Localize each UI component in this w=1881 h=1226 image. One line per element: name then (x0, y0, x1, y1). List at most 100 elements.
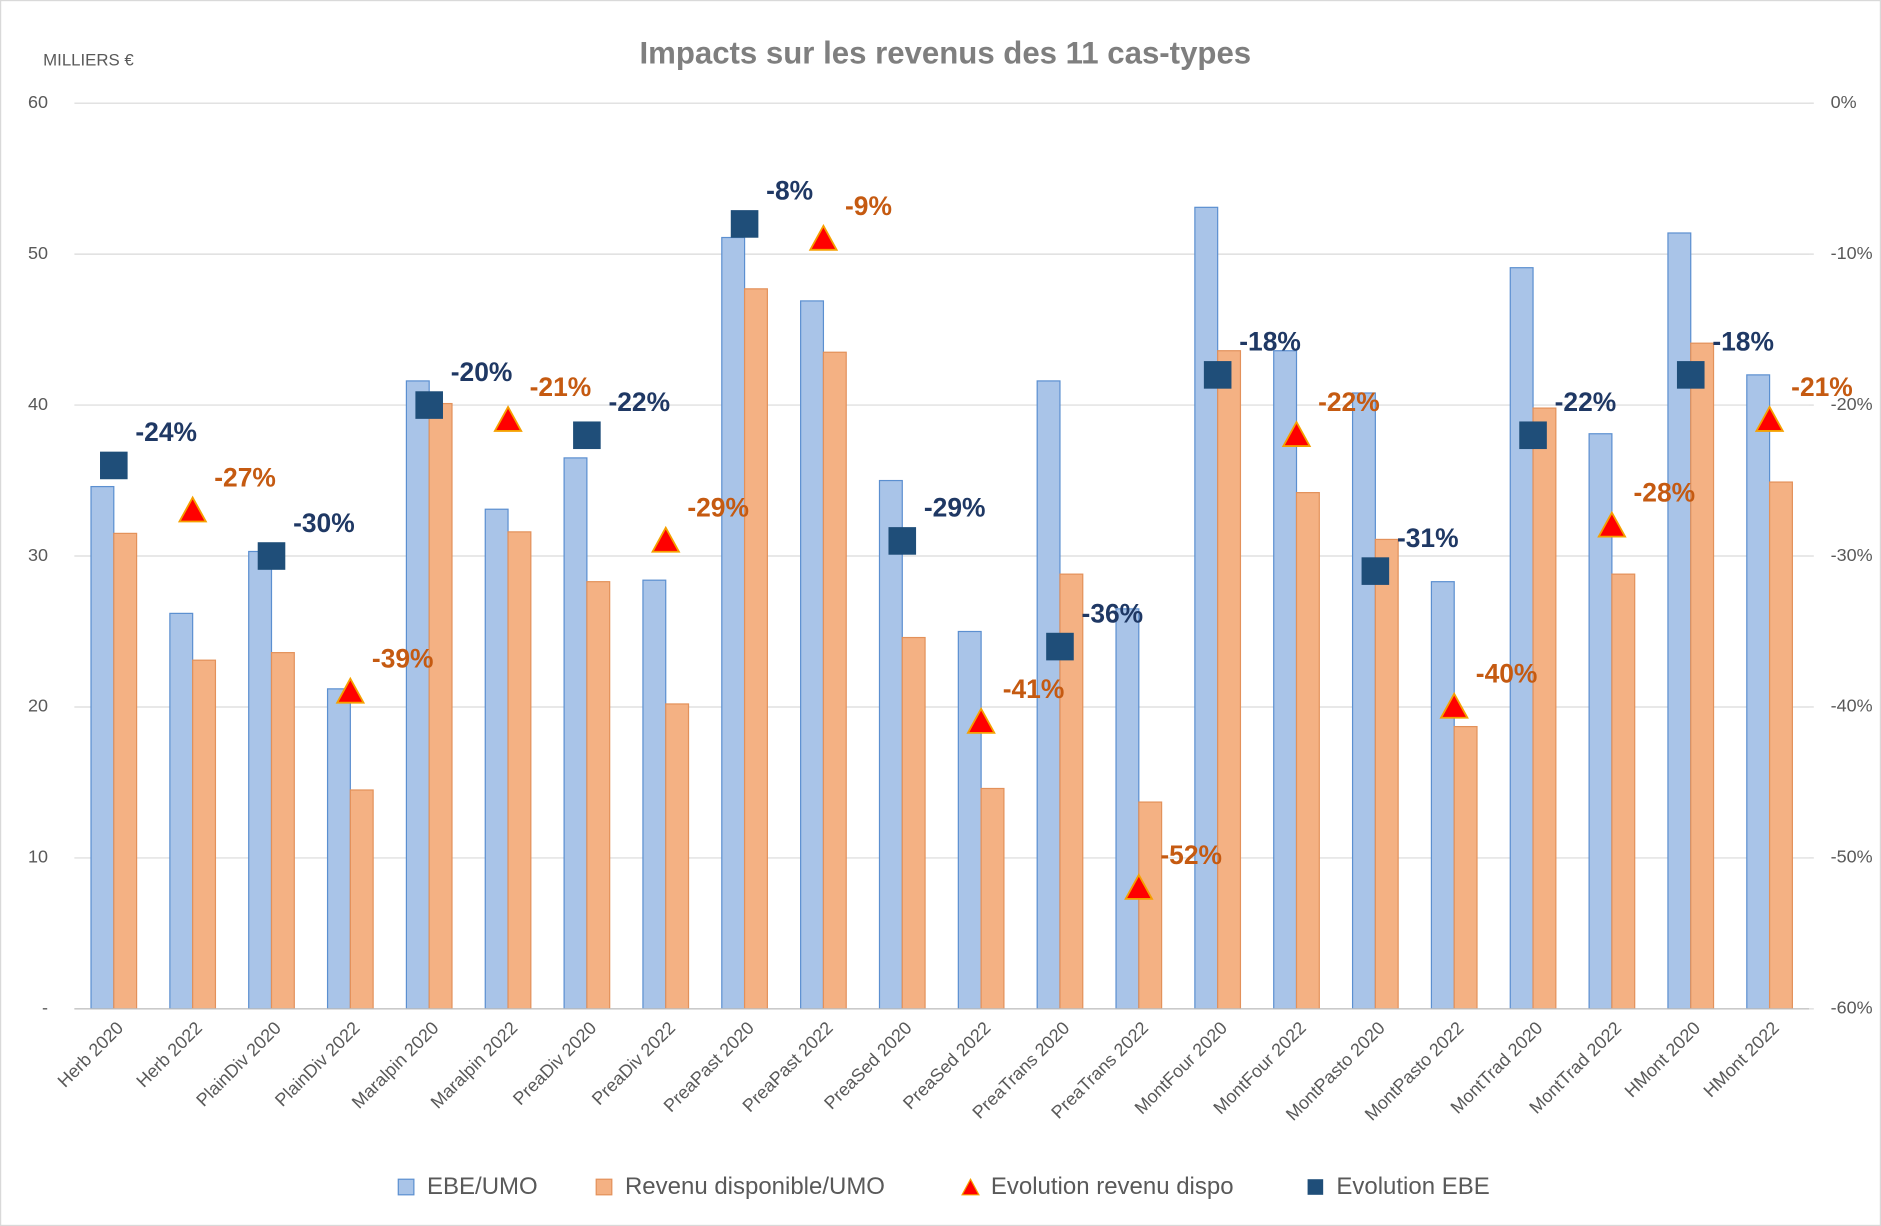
square-marker (1203, 361, 1232, 389)
bar (484, 508, 509, 1010)
triangle-marker (1597, 510, 1627, 538)
triangle-marker (1754, 405, 1785, 432)
y-tick-label: 30 (28, 545, 48, 565)
bar (1509, 267, 1534, 1010)
bar (1430, 581, 1455, 1010)
legend-swatch (397, 1178, 415, 1196)
bar (1611, 573, 1636, 1010)
y-tick-label: 20 (28, 696, 48, 716)
data-label: -41% (1003, 674, 1065, 704)
bar (642, 579, 667, 1010)
data-label: -52% (1160, 840, 1222, 870)
data-label: -21% (530, 372, 592, 402)
square-marker (1676, 361, 1705, 389)
data-label: -31% (1397, 523, 1459, 553)
y2-tick-label: -20% (1831, 394, 1873, 414)
y-tick-label: 40 (28, 394, 48, 414)
y-unit-label: MILLIERS € (43, 51, 134, 70)
y2-tick-label: 0% (1831, 92, 1857, 112)
square-marker (730, 210, 759, 238)
y-tick-label: - (42, 998, 48, 1018)
bar (169, 612, 194, 1010)
data-label: -28% (1633, 478, 1695, 508)
bar (1768, 481, 1793, 1010)
legend-label: Evolution revenu dispo (991, 1173, 1234, 1200)
bar (1374, 538, 1399, 1010)
data-label: -24% (135, 417, 197, 447)
legend-label: Revenu disponible/UMO (625, 1173, 885, 1200)
square-marker (888, 527, 917, 555)
bar (1138, 801, 1163, 1010)
triangle-marker (177, 495, 208, 523)
bar (248, 550, 273, 1010)
triangle-marker (1439, 691, 1469, 719)
legend-swatch (1307, 1179, 1324, 1195)
data-label: -18% (1239, 327, 1301, 357)
triangle-marker (493, 405, 523, 432)
y2-tick-label: -30% (1831, 545, 1873, 565)
y-tick-label: 10 (28, 847, 48, 867)
triangle-marker (651, 525, 681, 553)
triangle-marker (335, 676, 366, 704)
y-tick-label: 60 (28, 92, 48, 112)
square-marker (573, 421, 601, 450)
data-label: -36% (1082, 598, 1144, 628)
y2-tick-label: -50% (1831, 847, 1873, 867)
bar (957, 630, 982, 1010)
bar (822, 351, 847, 1010)
legend-label: EBE/UMO (427, 1173, 538, 1200)
data-label: -30% (293, 508, 355, 538)
bar (665, 703, 690, 1010)
triangle-marker (1124, 873, 1154, 900)
data-label: -29% (687, 493, 749, 523)
bar (1453, 725, 1478, 1010)
y-tick-label: 50 (28, 243, 48, 263)
bar (1273, 350, 1298, 1010)
data-label: -22% (608, 387, 670, 417)
bar (586, 581, 611, 1010)
bar (90, 485, 115, 1010)
bar (192, 659, 217, 1010)
bar (563, 457, 588, 1010)
bar (1532, 407, 1557, 1010)
square-marker (257, 542, 286, 570)
bar (980, 787, 1005, 1010)
data-label: -39% (372, 644, 434, 674)
bar (1351, 392, 1376, 1010)
legend-label: Evolution EBE (1336, 1173, 1489, 1200)
y2-tick-label: -60% (1831, 998, 1873, 1018)
bar (721, 236, 746, 1010)
bar (113, 532, 138, 1010)
legend-swatch (595, 1178, 613, 1196)
bar (743, 288, 768, 1010)
square-marker (100, 451, 128, 480)
bar (428, 402, 453, 1010)
data-label: -29% (924, 493, 986, 523)
data-label: -8% (766, 176, 813, 206)
bar (349, 789, 374, 1010)
bar (1295, 492, 1320, 1010)
bar (901, 636, 926, 1010)
bar (1217, 350, 1242, 1010)
data-label: -40% (1476, 659, 1538, 689)
bar (878, 479, 903, 1010)
data-label: -22% (1318, 387, 1380, 417)
bar (1746, 374, 1771, 1010)
bar (507, 531, 532, 1010)
data-label: -21% (1791, 372, 1853, 402)
bar (326, 688, 351, 1010)
bar (1194, 206, 1219, 1010)
square-marker (1046, 632, 1074, 661)
bar (270, 652, 295, 1010)
data-label: -9% (845, 191, 892, 221)
square-marker (1361, 557, 1390, 585)
bar (800, 300, 825, 1010)
bar (1667, 232, 1692, 1010)
data-label: -18% (1712, 327, 1774, 357)
bar (1115, 608, 1140, 1010)
data-label: -20% (451, 357, 513, 387)
square-marker (1519, 421, 1547, 450)
chart-title: Impacts sur les revenus des 11 cas-types (639, 35, 1251, 70)
